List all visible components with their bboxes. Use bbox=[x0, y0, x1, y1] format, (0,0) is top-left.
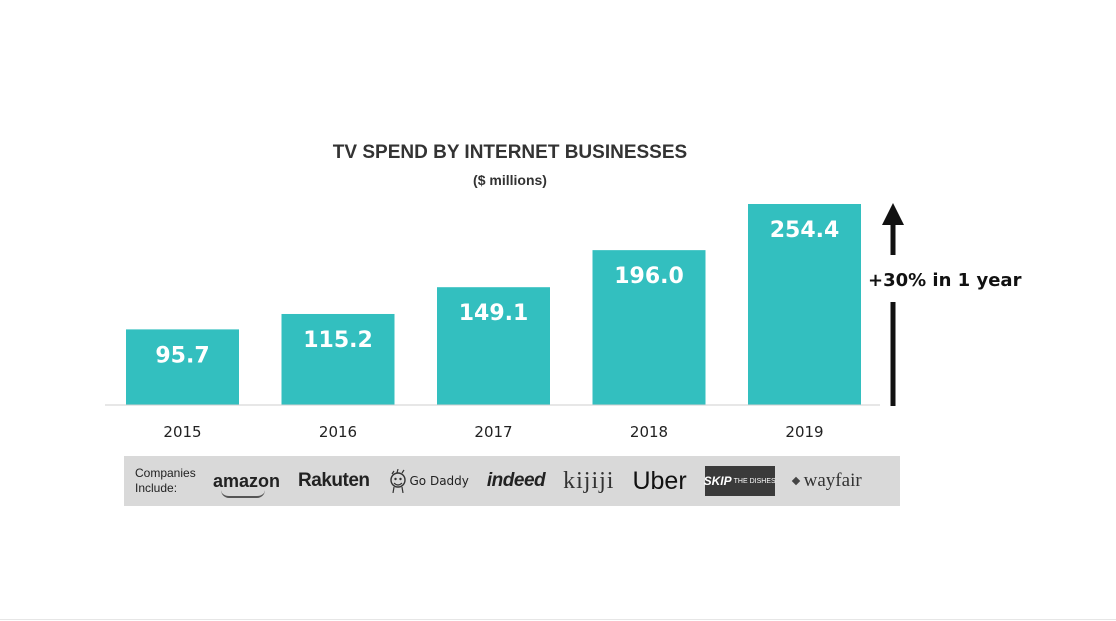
indeed-logo: indeed bbox=[486, 470, 546, 492]
kijiji-logo: kijiji bbox=[563, 468, 614, 495]
bar-value-label-2015: 95.7 bbox=[155, 343, 209, 368]
skip-logo-small-text: THE DISHES bbox=[733, 477, 776, 485]
bar-2015 bbox=[126, 329, 239, 405]
bars-group: 95.7 2015 115.2 2016 149.1 2017 196.0 2018 254.4… bbox=[126, 204, 861, 441]
growth-annotation: +30% in 1 year bbox=[868, 270, 1022, 291]
bottom-divider bbox=[0, 619, 1116, 620]
bar-2019 bbox=[748, 204, 861, 405]
godaddy-logo-text: Go Daddy bbox=[409, 474, 469, 488]
amazon-logo: amazon bbox=[213, 470, 281, 498]
bar-2016 bbox=[281, 313, 395, 405]
kijiji-logo-text: kijiji bbox=[563, 467, 615, 494]
bar-value-label-2016: 115.2 bbox=[303, 328, 373, 353]
companies-label-line1: Companies bbox=[135, 466, 196, 480]
skip-the-dishes-logo: SKIP THE DISHES bbox=[703, 466, 776, 496]
amazon-smile-icon bbox=[221, 490, 265, 498]
x-tick-label-2017: 2017 bbox=[474, 423, 512, 441]
bar-chart: TV SPEND BY INTERNET BUSINESSES ($ milli… bbox=[105, 142, 1022, 441]
amazon-logo-text: amazon bbox=[213, 470, 281, 491]
bar-value-label-2019: 254.4 bbox=[770, 218, 840, 243]
x-tick-label-2019: 2019 bbox=[785, 423, 823, 441]
rakuten-logo: Rakuten bbox=[298, 470, 370, 492]
bar-2018 bbox=[592, 250, 706, 405]
x-tick-label-2015: 2015 bbox=[163, 423, 201, 441]
wayfair-logo: wayfair bbox=[791, 470, 862, 492]
rakuten-logo-text: Rakuten bbox=[298, 470, 370, 491]
uber-logo: Uber bbox=[632, 467, 686, 496]
uber-logo-text: Uber bbox=[632, 466, 687, 495]
companies-label: Companies Include: bbox=[135, 466, 213, 496]
growth-arrow bbox=[882, 203, 904, 406]
x-tick-label-2016: 2016 bbox=[319, 423, 357, 441]
bar-2017 bbox=[437, 287, 550, 405]
bar-value-label-2018: 196.0 bbox=[614, 264, 684, 289]
bar-value-label-2017: 149.1 bbox=[459, 301, 529, 326]
indeed-logo-text: indeed bbox=[486, 470, 546, 491]
godaddy-logo: Go Daddy bbox=[388, 469, 469, 493]
chart-title: TV SPEND BY INTERNET BUSINESSES bbox=[333, 142, 687, 163]
wayfair-diamond-icon bbox=[791, 476, 800, 486]
skip-logo-text: SKIP bbox=[703, 474, 732, 488]
companies-strip: Companies Include: amazon Rakuten Go Dad… bbox=[124, 456, 900, 506]
chart-subtitle: ($ millions) bbox=[473, 172, 547, 188]
wayfair-logo-text: wayfair bbox=[803, 470, 862, 491]
godaddy-guy-icon bbox=[389, 469, 406, 493]
arrow-head bbox=[882, 203, 904, 225]
x-tick-label-2018: 2018 bbox=[630, 423, 668, 441]
companies-label-line2: Include: bbox=[135, 481, 178, 495]
